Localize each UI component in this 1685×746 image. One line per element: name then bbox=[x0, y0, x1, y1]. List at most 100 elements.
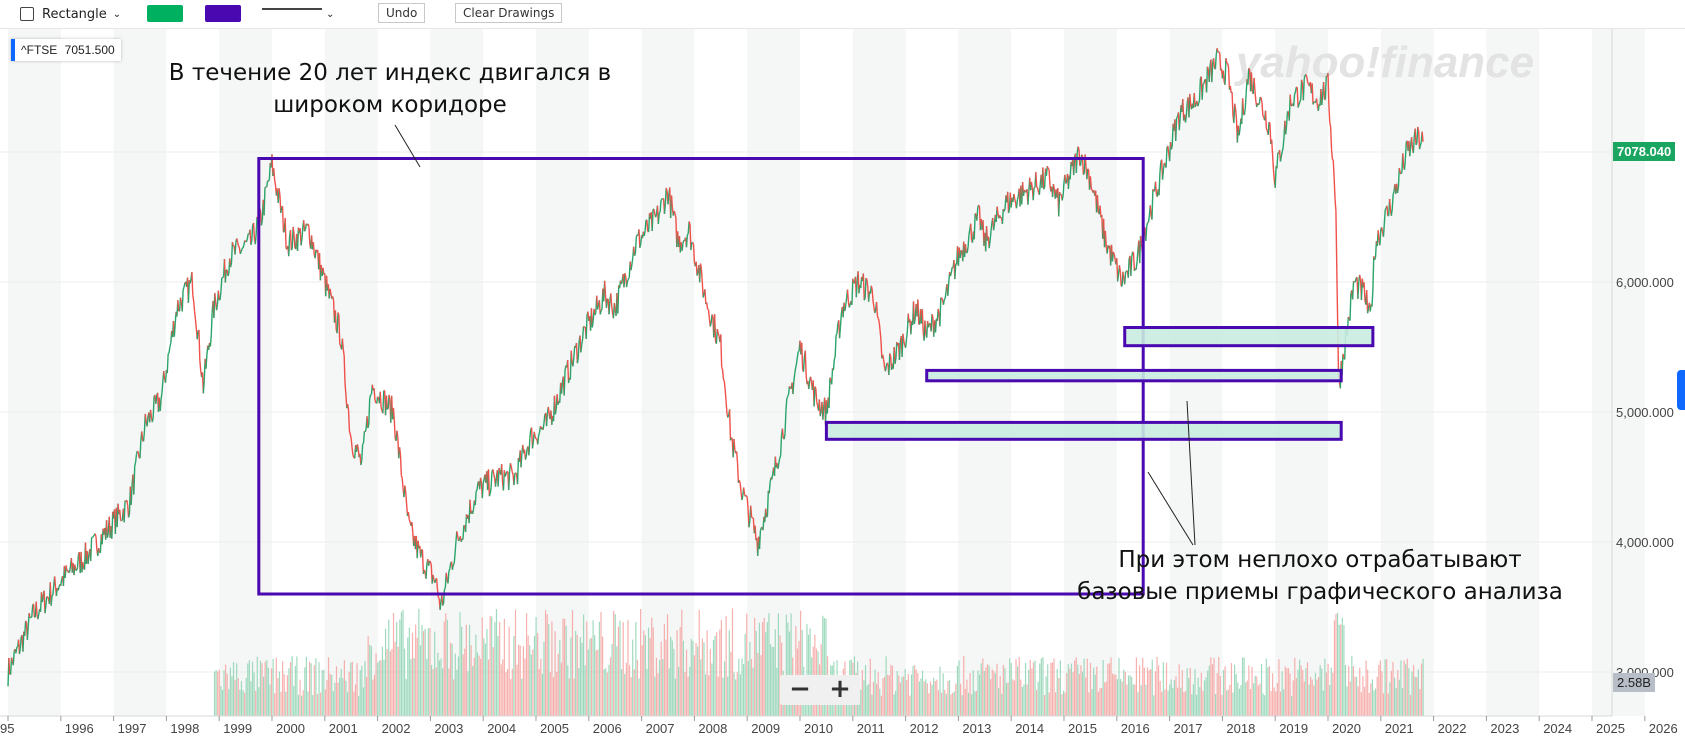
volume-bar bbox=[559, 639, 561, 716]
x-tick-label: 2005 bbox=[540, 721, 569, 736]
zoom-out-button[interactable]: − bbox=[789, 674, 811, 704]
volume-bar bbox=[1010, 662, 1012, 716]
price-segment bbox=[399, 455, 403, 476]
price-segment bbox=[411, 521, 414, 533]
price-segment bbox=[252, 222, 256, 239]
volume-bar bbox=[248, 660, 250, 716]
volume-bar bbox=[416, 637, 418, 716]
volume-bar bbox=[590, 637, 593, 716]
shape-selector[interactable]: Rectangle ⌄ bbox=[20, 4, 121, 24]
price-segment bbox=[895, 342, 898, 359]
volume-bar bbox=[502, 659, 504, 716]
price-segment bbox=[838, 326, 842, 339]
volume-bar bbox=[936, 679, 938, 716]
clear-drawings-button[interactable]: Clear Drawings bbox=[455, 3, 563, 23]
volume-bar bbox=[890, 664, 892, 716]
price-segment bbox=[877, 318, 880, 323]
volume-bar bbox=[1116, 679, 1118, 716]
x-tick-label: 2011 bbox=[857, 721, 885, 736]
price-segment bbox=[537, 435, 540, 445]
volume-bar bbox=[270, 668, 273, 716]
price-segment bbox=[429, 561, 432, 566]
volume-bar bbox=[1053, 658, 1055, 716]
line-style-selector[interactable]: ⌄ bbox=[262, 4, 334, 24]
volume-bar bbox=[679, 627, 681, 716]
side-panel-tab[interactable] bbox=[1677, 370, 1685, 410]
price-segment bbox=[289, 229, 293, 251]
volume-bar bbox=[396, 621, 398, 716]
stroke-color-swatch[interactable] bbox=[205, 5, 241, 22]
price-segment bbox=[1293, 91, 1297, 95]
volume-bar bbox=[320, 692, 322, 716]
volume-bar bbox=[678, 666, 680, 716]
volume-bar bbox=[506, 669, 509, 716]
volume-bar bbox=[700, 659, 702, 716]
volume-bar bbox=[1216, 673, 1218, 716]
price-segment bbox=[292, 226, 295, 234]
price-segment bbox=[74, 564, 77, 571]
volume-bar bbox=[353, 691, 355, 716]
volume-bar bbox=[1097, 691, 1099, 716]
volume-bar bbox=[723, 661, 726, 716]
volume-bar bbox=[465, 624, 467, 716]
price-segment bbox=[937, 308, 940, 315]
volume-bar bbox=[348, 671, 350, 716]
price-segment bbox=[808, 380, 811, 390]
volume-bar bbox=[1129, 675, 1131, 716]
price-segment bbox=[520, 452, 523, 468]
price-segment bbox=[344, 383, 347, 395]
price-segment bbox=[1226, 63, 1230, 68]
price-segment bbox=[1297, 104, 1300, 108]
undo-button[interactable]: Undo bbox=[378, 3, 426, 23]
ticker-badge[interactable]: ^FTSE 7051.500 bbox=[11, 39, 121, 61]
price-segment bbox=[230, 242, 234, 263]
price-segment bbox=[727, 414, 730, 418]
price-segment bbox=[778, 457, 781, 464]
price-segment bbox=[215, 304, 219, 311]
price-segment bbox=[1267, 121, 1270, 136]
volume-bar bbox=[296, 656, 298, 716]
zoom-in-button[interactable]: + bbox=[829, 674, 851, 704]
price-segment bbox=[787, 386, 791, 395]
volume-bar bbox=[744, 633, 746, 716]
shape-checkbox[interactable] bbox=[20, 7, 34, 21]
price-segment bbox=[1007, 209, 1011, 214]
volume-bar bbox=[1395, 687, 1397, 716]
price-segment bbox=[851, 278, 854, 306]
volume-bar bbox=[733, 672, 735, 716]
volume-bar bbox=[689, 666, 691, 716]
volume-bar bbox=[244, 692, 246, 716]
price-chart[interactable]: yahoo!finance 95 1996 1997 1998 1999 2000 2001… bbox=[0, 29, 1685, 746]
volume-bar bbox=[1359, 667, 1361, 716]
price-segment bbox=[217, 290, 220, 301]
volume-bar bbox=[1132, 684, 1134, 716]
price-segment bbox=[768, 482, 771, 494]
volume-bar bbox=[1203, 680, 1206, 716]
price-segment bbox=[1296, 87, 1299, 108]
price-segment bbox=[1036, 186, 1039, 189]
volume-bar bbox=[1091, 689, 1093, 716]
volume-bar bbox=[727, 676, 729, 716]
price-segment bbox=[939, 297, 942, 327]
price-segment bbox=[1302, 78, 1305, 101]
price-segment bbox=[1414, 128, 1417, 145]
volume-bar bbox=[582, 614, 585, 716]
volume-bar bbox=[891, 665, 894, 716]
volume-bar bbox=[551, 621, 553, 716]
fill-color-swatch[interactable] bbox=[147, 5, 183, 22]
price-segment bbox=[713, 314, 717, 342]
price-segment bbox=[126, 500, 129, 506]
price-segment bbox=[373, 388, 376, 401]
price-segment bbox=[748, 520, 751, 528]
price-segment bbox=[1285, 124, 1288, 135]
price-segment bbox=[1145, 226, 1148, 242]
price-segment bbox=[1258, 96, 1261, 104]
volume-bar bbox=[1287, 668, 1290, 716]
price-segment bbox=[781, 428, 784, 438]
price-segment bbox=[396, 430, 399, 438]
volume-bar bbox=[795, 626, 797, 716]
price-segment bbox=[159, 399, 162, 411]
price-segment bbox=[142, 431, 146, 442]
price-segment bbox=[563, 370, 566, 396]
volume-bar bbox=[1419, 688, 1421, 716]
